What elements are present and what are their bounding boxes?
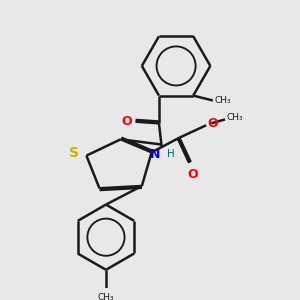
Text: H: H <box>167 149 175 159</box>
Text: N: N <box>150 148 160 161</box>
Text: S: S <box>69 146 79 160</box>
Text: O: O <box>187 168 198 181</box>
Text: O: O <box>121 115 132 128</box>
Text: CH₃: CH₃ <box>227 113 243 122</box>
Text: CH₃: CH₃ <box>98 293 114 300</box>
Text: O: O <box>208 117 218 130</box>
Text: CH₃: CH₃ <box>214 96 231 105</box>
